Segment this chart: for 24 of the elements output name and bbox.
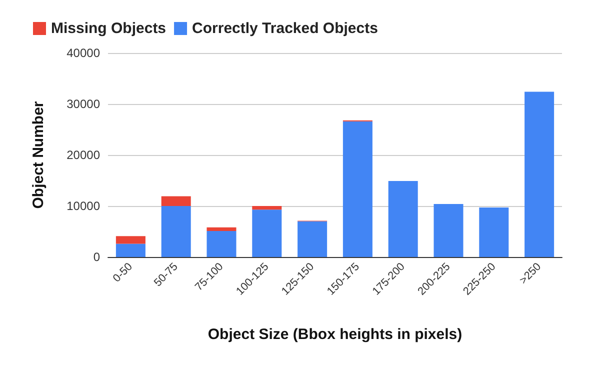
y-tick-label: 40000 [66, 46, 100, 60]
bar [342, 121, 372, 257]
y-tick-label: 0 [93, 250, 100, 264]
x-axis-title: Object Size (Bbox heights in pixels) [208, 326, 462, 343]
bar [479, 208, 509, 257]
y-tick-label: 10000 [66, 199, 100, 213]
bar [434, 204, 464, 257]
bar [252, 206, 282, 210]
bar [388, 181, 418, 257]
y-axis-title: Object Number [30, 101, 47, 209]
bar [161, 206, 191, 257]
bar [161, 196, 191, 206]
bar [116, 244, 146, 257]
y-tick-label: 20000 [66, 148, 100, 162]
legend-label: Correctly Tracked Objects [192, 20, 378, 37]
bar [298, 221, 328, 257]
bar [524, 92, 554, 257]
bar [252, 210, 282, 257]
x-tick-label: 0-50 [110, 260, 135, 285]
bar [206, 230, 236, 257]
bar [116, 236, 146, 244]
bar [206, 227, 236, 231]
legend-label: Missing Objects [51, 20, 166, 37]
y-tick-label: 30000 [66, 97, 100, 111]
